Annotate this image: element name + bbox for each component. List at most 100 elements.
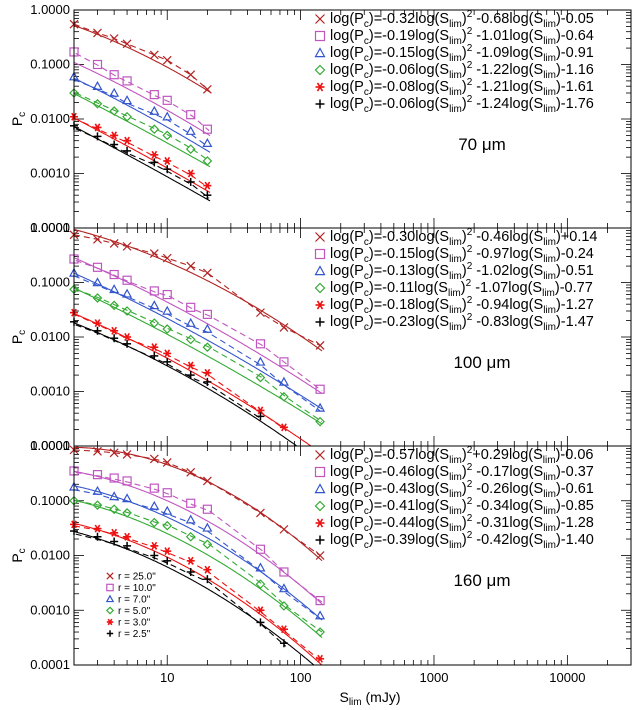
data-point-square bbox=[162, 289, 172, 300]
data-point-diamond bbox=[162, 130, 173, 141]
data-point-x bbox=[186, 70, 196, 80]
data-point-square bbox=[149, 286, 159, 296]
data-point-x bbox=[93, 234, 102, 244]
legend-marker-square bbox=[106, 583, 114, 592]
data-point-diamond bbox=[202, 539, 213, 550]
y-axis-title-main: P bbox=[9, 335, 25, 344]
data-point-asterisk bbox=[150, 541, 159, 550]
data-point-triangle bbox=[278, 376, 289, 386]
fit-equation: log(Pc)=-0.18log(Slim)2 -0.94log(Slim)-1… bbox=[330, 295, 594, 316]
x-axis-title-main: S bbox=[339, 689, 348, 705]
data-point-x bbox=[149, 454, 159, 464]
x-tick-label: 100 bbox=[290, 670, 312, 685]
data-point-diamond bbox=[185, 144, 196, 154]
panel-label: 100 μm bbox=[453, 353, 510, 372]
dashed-line bbox=[74, 234, 321, 346]
data-point-x bbox=[122, 241, 132, 251]
legend-label: r = 5.0" bbox=[118, 606, 151, 617]
data-point-asterisk bbox=[316, 654, 325, 663]
equation-marker-plus bbox=[315, 535, 325, 545]
data-point-triangle bbox=[149, 500, 160, 510]
equation-marker-square bbox=[314, 248, 326, 260]
fit-equation: log(Pc)=-0.06log(Slim)2 -1.22log(Slim)-1… bbox=[330, 60, 594, 81]
legend-marker-plus bbox=[106, 630, 114, 637]
data-point-square bbox=[186, 110, 196, 120]
data-point-square bbox=[202, 504, 212, 514]
fit-curves bbox=[74, 446, 323, 665]
data-point-square bbox=[162, 488, 172, 498]
data-point-diamond bbox=[92, 500, 103, 511]
data-point-diamond bbox=[315, 627, 325, 637]
x-tick-label: 1000 bbox=[420, 670, 449, 685]
data-point-diamond bbox=[149, 318, 160, 328]
legend-marker-triangle bbox=[105, 594, 115, 603]
data-point-triangle bbox=[162, 505, 173, 515]
legend-label: r = 3.0" bbox=[118, 618, 151, 629]
data-point-x bbox=[149, 50, 159, 60]
data-point-plus bbox=[93, 326, 102, 335]
fit-equation: log(Pc)=-0.15log(Slim)2 -1.09log(Slim)-0… bbox=[330, 43, 594, 64]
data-point-square bbox=[109, 473, 119, 483]
y-tick-label: 0.0010 bbox=[30, 166, 70, 181]
data-point-triangle bbox=[255, 562, 266, 572]
data-point-plus bbox=[150, 551, 159, 560]
y-tick-label: 1.0000 bbox=[30, 438, 70, 453]
data-point-triangle bbox=[185, 125, 196, 135]
data-point-triangle bbox=[185, 514, 196, 524]
fit-equation: log(Pc)=-0.43log(Slim)2 -0.26log(Slim)-0… bbox=[330, 479, 594, 500]
data-point-plus bbox=[110, 140, 119, 149]
data-point-x bbox=[186, 261, 196, 271]
panel-frame bbox=[73, 445, 632, 666]
fit-equation: log(Pc)=-0.30log(Slim)2 -0.46log(Slim)+0… bbox=[330, 227, 598, 248]
data-point-x bbox=[122, 39, 132, 49]
data-point-plus bbox=[163, 165, 172, 174]
y-axis-title: Pc bbox=[9, 330, 28, 344]
fit-line bbox=[74, 287, 323, 425]
data-point-triangle bbox=[149, 300, 160, 310]
data-point-diamond bbox=[162, 520, 173, 531]
data-point-x bbox=[279, 322, 289, 332]
y-tick-label: 0.0010 bbox=[30, 602, 70, 617]
data-point-triangle bbox=[109, 491, 120, 501]
panel-3: 1.0000 0.1000 0.0100 0.0010 0.0001 Pc log(Pc)=… bbox=[9, 438, 632, 672]
data-point-asterisk bbox=[93, 123, 102, 132]
data-point-triangle bbox=[162, 111, 173, 121]
data-point-triangle bbox=[185, 317, 196, 327]
data-point-asterisk bbox=[186, 556, 195, 565]
data-point-diamond bbox=[109, 504, 119, 515]
equation-marker-triangle bbox=[314, 47, 326, 58]
fit-equation: log(Pc)=-0.39log(Slim)2 -0.42log(Slim)-1… bbox=[330, 530, 594, 551]
dashed-line bbox=[74, 489, 321, 620]
data-point-square bbox=[315, 596, 325, 606]
y-tick-label: 0.1000 bbox=[30, 493, 70, 508]
data-point-plus bbox=[123, 146, 132, 155]
legend-marker-asterisk bbox=[106, 618, 114, 626]
equation-marker-diamond bbox=[314, 64, 326, 76]
data-point-diamond bbox=[92, 293, 103, 303]
data-point-square bbox=[109, 70, 119, 80]
fit-equation: log(Pc)=-0.32log(Slim)2 -0.68log(Slim)-0… bbox=[330, 9, 594, 30]
fit-line bbox=[74, 272, 323, 410]
dashed-line bbox=[75, 288, 323, 423]
data-point-asterisk bbox=[279, 423, 288, 432]
data-point-square bbox=[255, 339, 266, 349]
y-tick-label: 1.0000 bbox=[30, 220, 70, 235]
data-point-asterisk bbox=[186, 169, 195, 178]
data-point-triangle bbox=[202, 522, 213, 532]
dashed-line bbox=[74, 525, 321, 661]
data-point-x bbox=[256, 308, 265, 318]
data-point-asterisk bbox=[123, 332, 132, 342]
data-point-square bbox=[162, 95, 172, 105]
data-point-plus bbox=[186, 177, 195, 186]
data-point-diamond bbox=[149, 124, 160, 135]
data-point-diamond bbox=[122, 508, 132, 518]
data-point-plus bbox=[93, 532, 102, 541]
dashed-line bbox=[75, 471, 323, 603]
data-point-x bbox=[109, 239, 119, 248]
data-point-asterisk bbox=[123, 136, 132, 145]
equation-marker-plus bbox=[315, 99, 325, 109]
data-point-plus bbox=[110, 537, 119, 546]
data-point-plus bbox=[123, 339, 132, 348]
equation-marker-diamond bbox=[314, 282, 326, 294]
